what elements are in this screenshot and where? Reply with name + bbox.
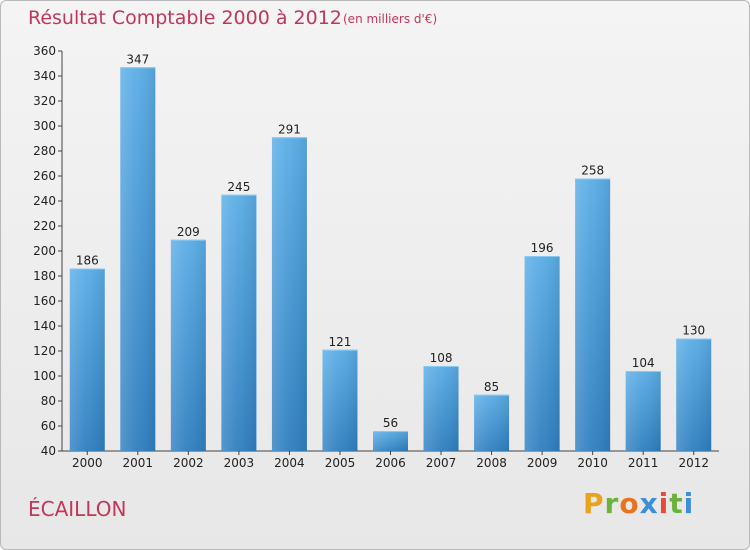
bar-shine (524, 256, 560, 451)
bar-shine (271, 137, 307, 451)
x-tick-label: 2004 (274, 456, 305, 470)
chart-title: Résultat Comptable 2000 à 2012 (28, 7, 342, 29)
x-tick-label: 2012 (678, 456, 709, 470)
bar-shine (69, 268, 105, 451)
x-tick-label: 2006 (375, 456, 406, 470)
logo-letter: r (604, 487, 620, 520)
data-label: 209 (177, 225, 200, 239)
data-label: 258 (581, 164, 604, 178)
y-tick-label: 80 (41, 394, 56, 408)
logo-letter: o (619, 487, 640, 520)
y-tick-label: 320 (33, 94, 56, 108)
y-tick-label: 40 (41, 444, 56, 458)
data-label: 56 (383, 416, 398, 430)
data-label: 186 (76, 254, 99, 268)
bar-shine (676, 338, 712, 451)
data-label: 291 (278, 122, 301, 136)
y-tick-label: 260 (33, 169, 56, 183)
bar-shine (474, 394, 510, 451)
x-tick-label: 2011 (628, 456, 659, 470)
y-tick-label: 100 (33, 369, 56, 383)
y-tick-label: 180 (33, 269, 56, 283)
y-tick-label: 340 (33, 69, 56, 83)
data-label: 196 (531, 241, 554, 255)
logo-letter: t (669, 487, 684, 520)
x-tick-label: 2000 (72, 456, 103, 470)
bar-shine (423, 366, 459, 451)
y-tick-label: 280 (33, 144, 56, 158)
bar-shine (170, 239, 206, 451)
data-label: 121 (329, 335, 352, 349)
x-tick-label: 2009 (527, 456, 558, 470)
logo-letter: i (683, 487, 695, 520)
logo-letter: P (583, 487, 605, 520)
x-tick-label: 2007 (426, 456, 457, 470)
bar-shine (625, 371, 661, 451)
proxiti-logo: Proxiti (583, 487, 694, 520)
y-tick-label: 160 (33, 294, 56, 308)
x-tick-label: 2008 (476, 456, 507, 470)
data-label: 245 (227, 180, 250, 194)
y-tick-label: 360 (33, 44, 56, 58)
bar-shine (322, 349, 358, 451)
y-tick-label: 300 (33, 119, 56, 133)
y-tick-label: 240 (33, 194, 56, 208)
x-tick-label: 2005 (325, 456, 356, 470)
data-label: 85 (484, 380, 499, 394)
x-tick-label: 2003 (224, 456, 255, 470)
data-label: 347 (126, 52, 149, 66)
x-tick-label: 2002 (173, 456, 204, 470)
data-label: 104 (632, 356, 655, 370)
logo-letter: i (658, 487, 670, 520)
bar-shine (373, 431, 408, 451)
bar-shine (221, 194, 257, 451)
y-tick-label: 200 (33, 244, 56, 258)
y-tick-label: 140 (33, 319, 56, 333)
logo-letter: x (639, 487, 659, 520)
bar-shine (575, 178, 611, 451)
bar-shine (120, 67, 156, 451)
data-labels: 186 347 209 245 291 121 56 108 85 196 258 104 130 (76, 52, 705, 430)
commune-name: ÉCAILLON (28, 497, 127, 521)
y-tick-label: 220 (33, 219, 56, 233)
y-tick-label: 120 (33, 344, 56, 358)
x-tick-label: 2001 (123, 456, 154, 470)
data-label: 108 (430, 351, 453, 365)
bars (69, 67, 712, 451)
y-tick-label: 60 (41, 419, 56, 433)
data-label: 130 (682, 324, 705, 338)
chart-subtitle: (en milliers d'€) (343, 12, 438, 26)
x-tick-label: 2010 (577, 456, 608, 470)
